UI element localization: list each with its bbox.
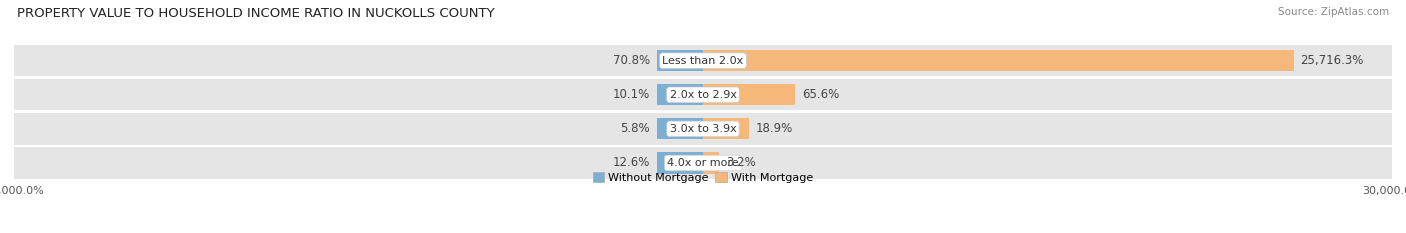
Text: 5.8%: 5.8% <box>620 122 650 135</box>
Bar <box>657 84 703 105</box>
Text: 3.2%: 3.2% <box>725 157 755 169</box>
Bar <box>703 50 1294 71</box>
Bar <box>14 113 1392 144</box>
Bar <box>657 152 703 174</box>
Text: 12.6%: 12.6% <box>613 157 650 169</box>
Text: 3.0x to 3.9x: 3.0x to 3.9x <box>669 124 737 134</box>
Text: Source: ZipAtlas.com: Source: ZipAtlas.com <box>1278 7 1389 17</box>
Text: 2.0x to 2.9x: 2.0x to 2.9x <box>669 90 737 100</box>
Bar <box>14 147 1392 179</box>
Bar <box>657 50 703 71</box>
Text: 25,716.3%: 25,716.3% <box>1301 54 1364 67</box>
Text: 18.9%: 18.9% <box>756 122 793 135</box>
Bar <box>703 152 718 174</box>
Text: 65.6%: 65.6% <box>801 88 839 101</box>
Bar <box>657 118 703 140</box>
Bar <box>703 118 749 140</box>
Bar <box>14 45 1392 76</box>
Legend: Without Mortgage, With Mortgage: Without Mortgage, With Mortgage <box>588 168 818 187</box>
Text: Less than 2.0x: Less than 2.0x <box>662 56 744 66</box>
Bar <box>14 79 1392 110</box>
Text: 70.8%: 70.8% <box>613 54 650 67</box>
Text: PROPERTY VALUE TO HOUSEHOLD INCOME RATIO IN NUCKOLLS COUNTY: PROPERTY VALUE TO HOUSEHOLD INCOME RATIO… <box>17 7 495 20</box>
Text: 4.0x or more: 4.0x or more <box>668 158 738 168</box>
Text: 10.1%: 10.1% <box>613 88 650 101</box>
Bar <box>703 84 794 105</box>
